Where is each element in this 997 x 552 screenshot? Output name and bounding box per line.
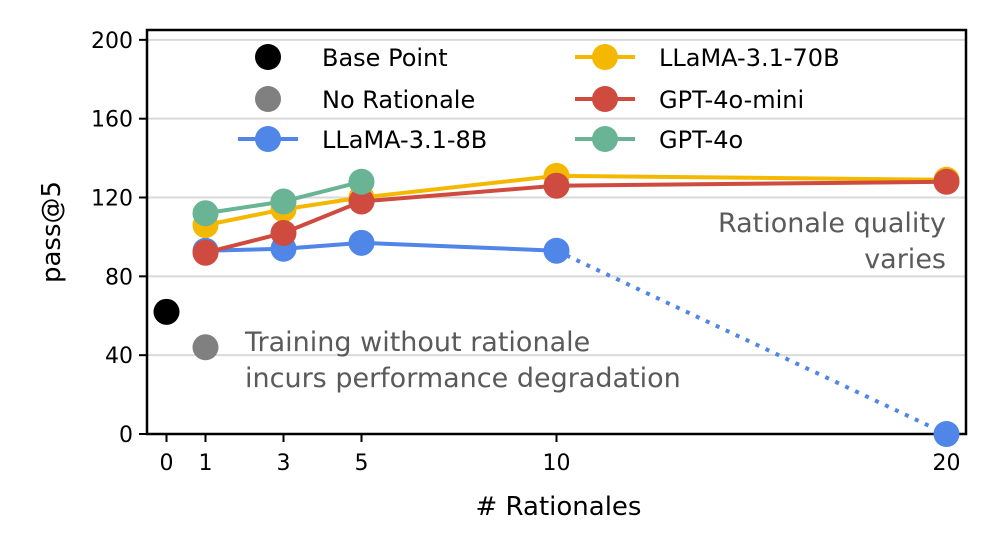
x-tick-label-0: 0 xyxy=(160,451,174,476)
legend-label-llama-3-1-70b: LLaMA-3.1-70B xyxy=(659,44,840,72)
point-gpt-4o-mini-x1 xyxy=(192,239,219,266)
y-axis-label: pass@5 xyxy=(37,181,67,283)
legend-label-base-point: Base Point xyxy=(322,44,448,72)
annotations: Rationale quality varies Training withou… xyxy=(244,208,946,394)
plot-series xyxy=(153,162,960,447)
legend-marker-base-point xyxy=(255,44,281,70)
legend-label-no-rationale: No Rationale xyxy=(322,86,475,114)
x-axis-label: # Rationales xyxy=(476,492,642,522)
y-tick-label-160: 160 xyxy=(91,108,133,133)
y-tick-label-120: 120 xyxy=(91,187,133,212)
point-llama-3-1-8b-x5 xyxy=(348,229,375,256)
x-tick-label-5: 5 xyxy=(355,451,369,476)
point-gpt-4o-mini-x5 xyxy=(348,188,375,215)
annotation-quality-line-2: varies xyxy=(864,244,946,275)
legend-label-gpt-4o-mini: GPT-4o-mini xyxy=(659,86,804,114)
annotation-degradation-line-2: incurs performance degradation xyxy=(245,363,681,394)
legend-label-gpt-4o: GPT-4o xyxy=(659,126,743,154)
point-gpt-4o-mini-x10 xyxy=(543,172,570,199)
legend-marker-llama-3-1-70b xyxy=(592,44,618,70)
annotation-quality-line-1: Rationale quality xyxy=(718,208,946,239)
point-base-point xyxy=(153,298,180,325)
point-gpt-4o-x5 xyxy=(348,168,375,195)
legend-marker-llama-3-1-8b xyxy=(255,126,281,152)
y-tick-label-200: 200 xyxy=(91,29,133,54)
legend-marker-gpt-4o xyxy=(592,126,618,152)
point-llama-3-1-8b-x10 xyxy=(543,237,570,264)
y-tick-label-80: 80 xyxy=(105,265,133,290)
point-gpt-4o-mini-x20 xyxy=(933,168,960,195)
plot-frame xyxy=(145,28,968,436)
x-tick-label-10: 10 xyxy=(543,451,571,476)
point-gpt-4o-x1 xyxy=(192,200,219,227)
series-line-llama-3-1-8b xyxy=(205,240,557,253)
x-tick-label-1: 1 xyxy=(199,451,213,476)
series-line-llama-3-1-8b-extension xyxy=(555,248,948,436)
point-gpt-4o-x3 xyxy=(270,188,297,215)
annotation-degradation-line-1: Training without rationale xyxy=(244,327,590,358)
legend: Base Point No Rationale LLaMA-3.1-8B LLaMA-… xyxy=(238,44,840,154)
point-gpt-4o-mini-x3 xyxy=(270,219,297,246)
y-tick-label-0: 0 xyxy=(119,423,133,448)
legend-marker-no-rationale xyxy=(255,86,281,112)
legend-label-llama-3-1-8b: LLaMA-3.1-8B xyxy=(322,126,487,154)
point-llama-3-1-8b-x20 xyxy=(933,421,960,447)
x-tick-label-20: 20 xyxy=(933,451,961,476)
x-tick-label-3: 3 xyxy=(277,451,291,476)
legend-marker-gpt-4o-mini xyxy=(592,86,618,112)
point-no-rationale xyxy=(192,334,219,361)
y-tick-label-40: 40 xyxy=(105,344,133,369)
